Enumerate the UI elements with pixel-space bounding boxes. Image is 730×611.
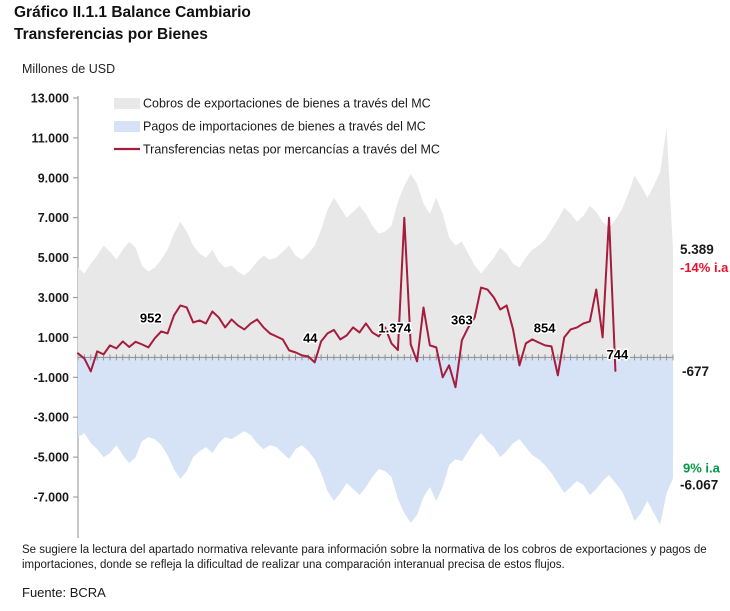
data-point-label: 744 bbox=[607, 347, 629, 362]
data-point-label: 854 bbox=[534, 321, 556, 336]
chart-legend: Cobros de exportaciones de bienes a trav… bbox=[114, 97, 440, 157]
right-annotations: 5.389 -14% i.a -677 9% i.a -6.067 bbox=[680, 242, 729, 493]
y-tick-label: 11.000 bbox=[31, 131, 69, 145]
y-tick-label: 3.000 bbox=[38, 291, 69, 305]
imports-value-label: -6.067 bbox=[680, 477, 718, 492]
data-point-label: 952 bbox=[140, 310, 162, 325]
point-labels-group: 952 44 1.374 363 854 744 bbox=[138, 309, 630, 363]
y-tick-label: -7.000 bbox=[34, 491, 69, 505]
footnote: Se sugiere la lectura del apartado norma… bbox=[22, 544, 707, 571]
exports-value-label: 5.389 bbox=[680, 242, 714, 257]
y-tick-label: -3.000 bbox=[34, 411, 69, 425]
y-axis-ticks: 13.000 11.000 9.000 7.000 5.000 3.000 1.000 -1.… bbox=[31, 92, 78, 505]
y-tick-label: 7.000 bbox=[38, 211, 69, 225]
exports-area bbox=[78, 127, 673, 358]
y-tick-label: 1.000 bbox=[38, 331, 69, 345]
area-series-group bbox=[78, 127, 673, 525]
legend-swatch bbox=[114, 98, 140, 109]
chart-container: 13.000 11.000 9.000 7.000 5.000 3.000 1.000 -1.… bbox=[0, 88, 730, 538]
legend-label: Pagos de importaciones de bienes a travé… bbox=[143, 120, 426, 134]
y-tick-label: 9.000 bbox=[38, 171, 69, 185]
title-line-1: Gráfico II.1.1 Balance Cambiario bbox=[14, 4, 251, 21]
source-label: Fuente: BCRA bbox=[22, 585, 106, 600]
imports-area bbox=[78, 357, 673, 525]
net-line-series bbox=[77, 216, 617, 389]
legend-label: Transferencias netas por mercancías a tr… bbox=[143, 143, 440, 157]
net-value-label: -677 bbox=[682, 364, 709, 379]
legend-label: Cobros de exportaciones de bienes a trav… bbox=[143, 97, 431, 111]
y-tick-label: 13.000 bbox=[31, 92, 69, 106]
y-tick-label: -1.000 bbox=[34, 371, 69, 385]
data-point-label: 1.374 bbox=[378, 320, 411, 335]
title-line-2: Transferencias por Bienes bbox=[14, 26, 208, 43]
balance-cambiario-chart: 13.000 11.000 9.000 7.000 5.000 3.000 1.000 -1.… bbox=[31, 92, 729, 538]
zero-line bbox=[77, 354, 674, 361]
net-transfers-line bbox=[77, 216, 617, 389]
y-tick-label: -5.000 bbox=[34, 451, 69, 465]
data-point-label: 44 bbox=[303, 330, 318, 345]
y-tick-label: 5.000 bbox=[38, 251, 69, 265]
data-point-label: 363 bbox=[451, 312, 473, 327]
legend-swatch bbox=[114, 121, 140, 132]
imports-yoy-label: 9% i.a bbox=[683, 460, 721, 475]
units-label: Millones de USD bbox=[22, 62, 116, 76]
exports-yoy-label: -14% i.a bbox=[680, 260, 729, 275]
page-title: Gráfico II.1.1 Balance Cambiario Transfe… bbox=[14, 2, 714, 46]
